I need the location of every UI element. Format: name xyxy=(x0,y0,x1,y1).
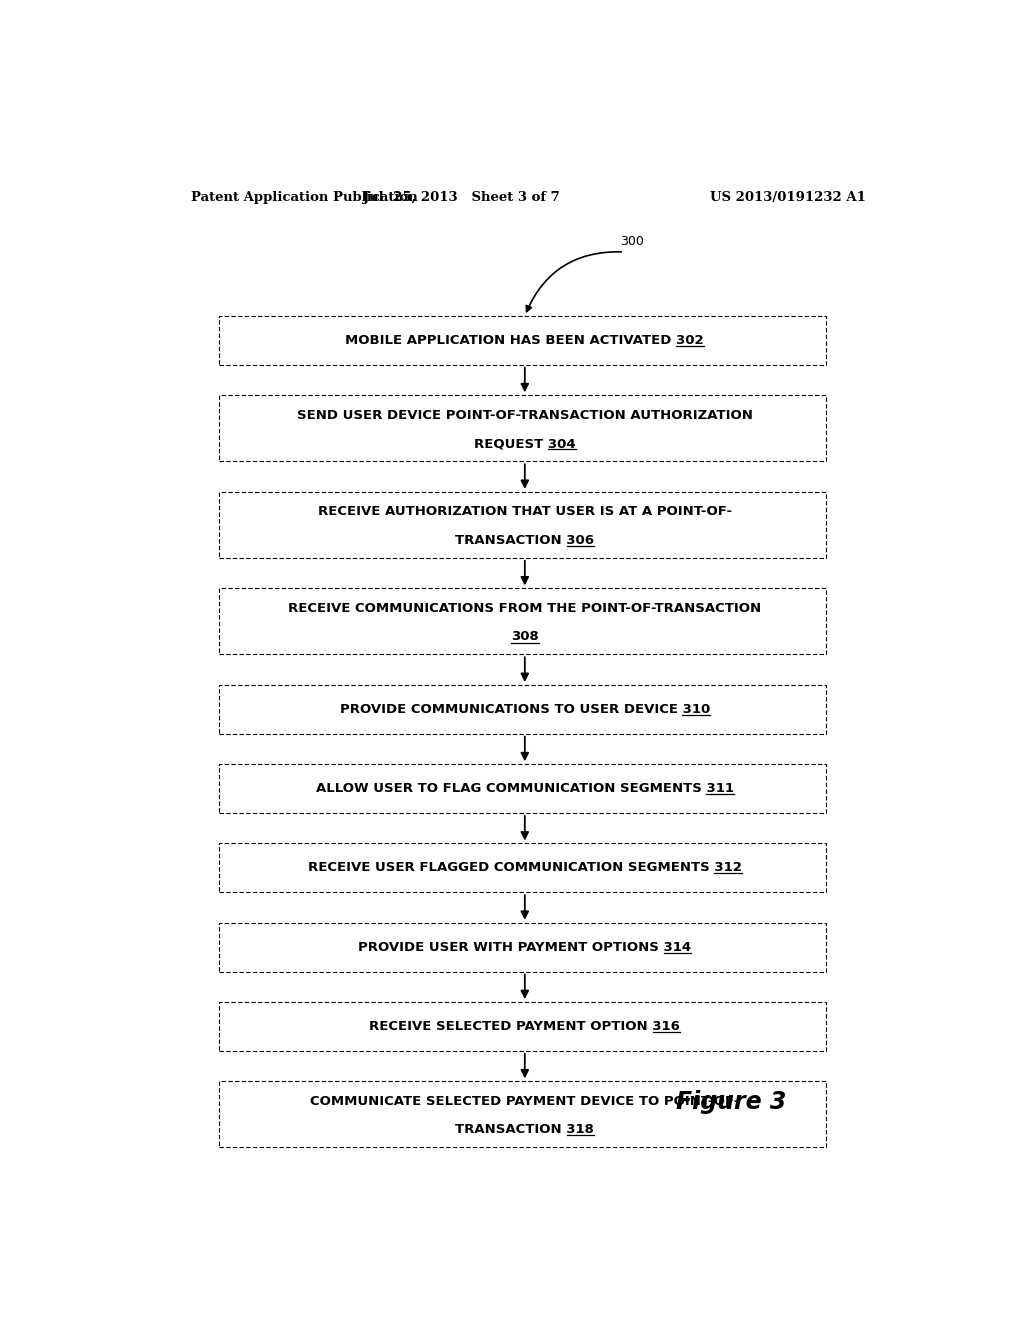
Text: MOBILE APPLICATION HAS BEEN ACTIVATED 302: MOBILE APPLICATION HAS BEEN ACTIVATED 30… xyxy=(345,334,705,347)
Bar xyxy=(219,395,826,461)
Text: SEND USER DEVICE POINT-OF-TRANSACTION AUTHORIZATION: SEND USER DEVICE POINT-OF-TRANSACTION AU… xyxy=(297,409,753,421)
Bar xyxy=(219,843,826,892)
Text: ALLOW USER TO FLAG COMMUNICATION SEGMENTS 311: ALLOW USER TO FLAG COMMUNICATION SEGMENT… xyxy=(315,781,734,795)
Text: 300: 300 xyxy=(620,235,644,248)
Text: RECEIVE USER FLAGGED COMMUNICATION SEGMENTS 312: RECEIVE USER FLAGGED COMMUNICATION SEGME… xyxy=(308,862,741,874)
Bar xyxy=(219,315,826,364)
Bar xyxy=(219,1002,826,1051)
Text: COMMUNICATE SELECTED PAYMENT DEVICE TO POINT-OF-: COMMUNICATE SELECTED PAYMENT DEVICE TO P… xyxy=(310,1094,739,1107)
Text: PROVIDE COMMUNICATIONS TO USER DEVICE 310: PROVIDE COMMUNICATIONS TO USER DEVICE 31… xyxy=(340,702,710,715)
Text: TRANSACTION 318: TRANSACTION 318 xyxy=(456,1123,594,1137)
Bar xyxy=(219,589,826,655)
Bar xyxy=(219,923,826,972)
Text: REQUEST 304: REQUEST 304 xyxy=(474,437,575,450)
Text: RECEIVE SELECTED PAYMENT OPTION 316: RECEIVE SELECTED PAYMENT OPTION 316 xyxy=(370,1020,680,1034)
Text: Figure 3: Figure 3 xyxy=(676,1089,786,1114)
Text: Patent Application Publication: Patent Application Publication xyxy=(191,190,418,203)
Text: 308: 308 xyxy=(511,630,539,643)
Text: Jul. 25, 2013   Sheet 3 of 7: Jul. 25, 2013 Sheet 3 of 7 xyxy=(362,190,560,203)
Text: US 2013/0191232 A1: US 2013/0191232 A1 xyxy=(711,190,866,203)
Text: TRANSACTION 306: TRANSACTION 306 xyxy=(456,533,594,546)
Bar xyxy=(219,1081,826,1147)
Bar xyxy=(219,685,826,734)
Bar xyxy=(219,492,826,558)
Text: PROVIDE USER WITH PAYMENT OPTIONS 314: PROVIDE USER WITH PAYMENT OPTIONS 314 xyxy=(358,941,691,953)
Text: RECEIVE COMMUNICATIONS FROM THE POINT-OF-TRANSACTION: RECEIVE COMMUNICATIONS FROM THE POINT-OF… xyxy=(288,602,762,615)
Text: RECEIVE AUTHORIZATION THAT USER IS AT A POINT-OF-: RECEIVE AUTHORIZATION THAT USER IS AT A … xyxy=(317,506,732,517)
Bar xyxy=(219,764,826,813)
